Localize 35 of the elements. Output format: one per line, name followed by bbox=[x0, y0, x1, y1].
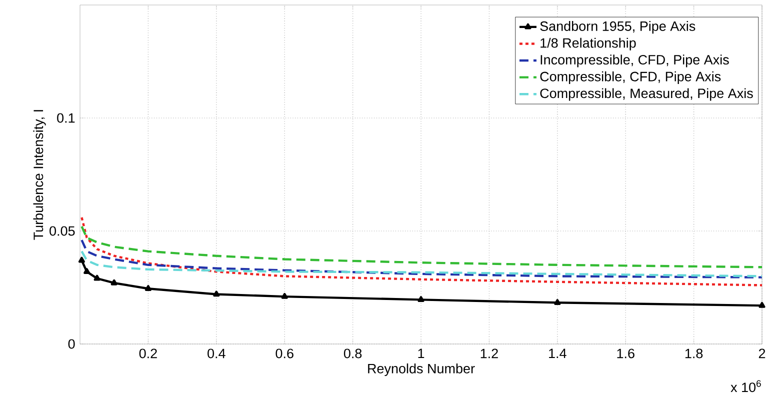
point bbox=[94, 274, 100, 281]
x-tick-label: 0.8 bbox=[344, 348, 362, 358]
x-tick-label: 1.2 bbox=[480, 348, 498, 358]
point bbox=[110, 279, 118, 286]
line-series bbox=[80, 216, 762, 286]
legend-label: Compressible, CFD, Pipe Axis bbox=[540, 71, 721, 84]
x-axis-title: Reynolds Number bbox=[368, 363, 475, 376]
point bbox=[144, 285, 152, 291]
y-tick-label: 0.1 bbox=[57, 113, 75, 123]
line-series bbox=[80, 225, 762, 268]
text: x 10$^{6}$ bbox=[730, 380, 761, 392]
point bbox=[758, 302, 766, 308]
x-tick-label: 1 bbox=[418, 348, 424, 358]
x-tick-label: 1.8 bbox=[685, 348, 703, 358]
legend-label: Sandborn 1955, Pipe Axis bbox=[540, 21, 696, 34]
point bbox=[281, 292, 288, 299]
x-tick-label: 2 bbox=[758, 348, 766, 358]
point bbox=[78, 256, 85, 263]
x-tick-label: 1.4 bbox=[549, 348, 566, 358]
point bbox=[418, 296, 424, 302]
x-tick-label: 0.2 bbox=[139, 348, 157, 358]
legend-label: Compressible, Measured, Pipe Axis bbox=[540, 88, 753, 101]
point bbox=[554, 299, 561, 305]
point bbox=[84, 268, 90, 274]
x-tick-label: 0.4 bbox=[208, 348, 226, 358]
x-tick-label: 0.6 bbox=[276, 348, 294, 358]
y-tick-label: 0 bbox=[68, 339, 75, 349]
legend-label: 1/8 Relationship bbox=[540, 38, 636, 50]
line-series bbox=[80, 238, 762, 278]
x-tick-label: 1.6 bbox=[617, 348, 634, 358]
legend-label: Incompressible, CFD, Pipe Axis bbox=[540, 54, 729, 68]
y-tick-label: 0.05 bbox=[50, 226, 75, 236]
y-axis-title: Turbulence Intensity, I bbox=[33, 110, 46, 240]
point bbox=[213, 290, 220, 297]
line-series bbox=[80, 250, 762, 278]
